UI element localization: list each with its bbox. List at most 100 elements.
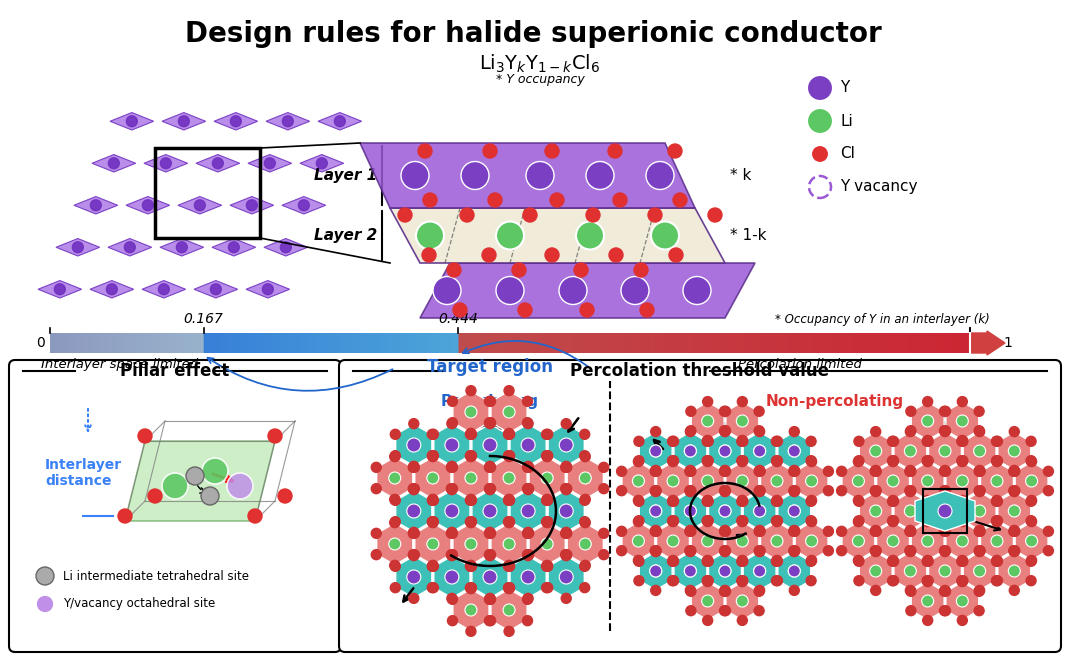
Circle shape — [389, 518, 400, 528]
Circle shape — [940, 606, 951, 616]
Polygon shape — [928, 552, 961, 590]
Circle shape — [447, 463, 458, 472]
Circle shape — [755, 526, 765, 536]
Circle shape — [871, 525, 880, 536]
Polygon shape — [548, 556, 585, 598]
Circle shape — [634, 496, 643, 506]
Circle shape — [485, 463, 495, 472]
Circle shape — [1026, 517, 1037, 526]
Circle shape — [737, 456, 747, 466]
Circle shape — [278, 489, 292, 503]
Circle shape — [889, 436, 898, 446]
Polygon shape — [911, 522, 944, 560]
Text: * 1-k: * 1-k — [730, 228, 766, 243]
Polygon shape — [744, 432, 776, 470]
Text: T: T — [42, 571, 48, 581]
Circle shape — [905, 467, 914, 476]
Circle shape — [686, 406, 696, 417]
Circle shape — [685, 487, 696, 497]
Circle shape — [974, 426, 985, 437]
Circle shape — [754, 525, 765, 536]
Circle shape — [542, 518, 552, 528]
Circle shape — [703, 495, 713, 505]
Circle shape — [789, 467, 799, 476]
Circle shape — [617, 486, 626, 495]
Circle shape — [447, 551, 457, 561]
Circle shape — [126, 116, 138, 127]
Circle shape — [485, 484, 495, 494]
Circle shape — [720, 465, 730, 475]
Circle shape — [634, 516, 643, 526]
Circle shape — [429, 561, 439, 571]
Circle shape — [1044, 467, 1053, 476]
Circle shape — [621, 276, 649, 305]
Circle shape — [754, 487, 765, 497]
Circle shape — [634, 576, 643, 586]
Text: Cl: Cl — [840, 147, 855, 161]
Circle shape — [542, 494, 552, 504]
Circle shape — [523, 396, 532, 407]
Circle shape — [854, 436, 864, 446]
Circle shape — [753, 445, 766, 457]
Circle shape — [522, 439, 535, 451]
Circle shape — [410, 549, 419, 560]
Circle shape — [1044, 545, 1053, 556]
Polygon shape — [1015, 462, 1048, 500]
Circle shape — [1026, 555, 1037, 565]
Circle shape — [1026, 576, 1036, 586]
Circle shape — [447, 484, 458, 494]
Polygon shape — [656, 522, 689, 560]
Circle shape — [650, 526, 660, 536]
Polygon shape — [415, 523, 451, 565]
Polygon shape — [998, 432, 1031, 470]
Circle shape — [957, 436, 967, 446]
Circle shape — [614, 193, 627, 207]
Circle shape — [446, 439, 458, 451]
Circle shape — [702, 535, 714, 547]
Circle shape — [702, 595, 714, 607]
Polygon shape — [911, 582, 944, 620]
Circle shape — [754, 547, 765, 557]
Polygon shape — [194, 280, 238, 298]
Circle shape — [542, 561, 552, 571]
Circle shape — [992, 457, 1002, 467]
Polygon shape — [691, 582, 724, 620]
Circle shape — [854, 495, 863, 505]
Circle shape — [753, 445, 766, 457]
Polygon shape — [162, 113, 206, 130]
Circle shape — [923, 555, 933, 565]
Circle shape — [1044, 526, 1053, 536]
Circle shape — [560, 571, 572, 583]
Circle shape — [906, 467, 915, 476]
Circle shape — [888, 516, 897, 526]
Circle shape — [371, 528, 381, 538]
Circle shape — [485, 418, 495, 428]
Circle shape — [888, 555, 898, 565]
Circle shape — [651, 467, 662, 476]
Circle shape — [888, 517, 898, 526]
Polygon shape — [674, 552, 706, 590]
Circle shape — [504, 451, 513, 461]
Circle shape — [650, 545, 660, 556]
Circle shape — [1009, 545, 1020, 556]
Circle shape — [906, 426, 915, 436]
Circle shape — [922, 595, 934, 607]
Polygon shape — [214, 113, 257, 130]
Circle shape — [957, 576, 967, 586]
Text: 0.667: 0.667 — [921, 416, 969, 434]
Circle shape — [496, 276, 524, 305]
Circle shape — [466, 429, 477, 440]
Circle shape — [790, 486, 800, 495]
Circle shape — [957, 436, 968, 445]
Circle shape — [754, 586, 765, 595]
Circle shape — [939, 586, 950, 596]
Polygon shape — [434, 556, 469, 598]
Circle shape — [523, 549, 532, 560]
Circle shape — [888, 576, 897, 586]
Circle shape — [738, 496, 748, 506]
Circle shape — [737, 397, 747, 407]
Circle shape — [484, 439, 496, 451]
Circle shape — [686, 545, 696, 556]
Circle shape — [992, 516, 1003, 526]
Circle shape — [685, 526, 695, 536]
